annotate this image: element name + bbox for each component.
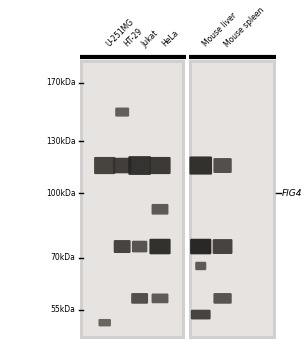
Text: 170kDa: 170kDa [46, 78, 76, 88]
FancyBboxPatch shape [114, 240, 131, 253]
FancyBboxPatch shape [151, 294, 168, 303]
FancyBboxPatch shape [189, 156, 212, 175]
FancyBboxPatch shape [113, 158, 131, 173]
FancyBboxPatch shape [115, 107, 129, 117]
Text: HT-29: HT-29 [122, 27, 144, 49]
FancyBboxPatch shape [151, 204, 168, 215]
FancyBboxPatch shape [213, 158, 232, 173]
FancyBboxPatch shape [131, 293, 148, 304]
FancyBboxPatch shape [149, 239, 171, 254]
Text: 55kDa: 55kDa [51, 305, 76, 314]
FancyBboxPatch shape [132, 241, 147, 252]
Text: 70kDa: 70kDa [51, 253, 76, 262]
FancyBboxPatch shape [99, 319, 111, 327]
FancyBboxPatch shape [128, 156, 151, 175]
Text: Jukat: Jukat [140, 29, 160, 49]
Text: Mouse liver: Mouse liver [201, 12, 238, 49]
FancyBboxPatch shape [191, 310, 211, 320]
FancyBboxPatch shape [149, 157, 171, 174]
FancyBboxPatch shape [213, 239, 233, 254]
FancyBboxPatch shape [213, 293, 232, 304]
Bar [80, 60, 185, 339]
Text: 100kDa: 100kDa [46, 189, 76, 197]
Text: U-251MG: U-251MG [105, 18, 136, 49]
Bar [83, 63, 182, 336]
FancyBboxPatch shape [190, 239, 211, 254]
Text: 130kDa: 130kDa [46, 137, 76, 146]
Text: FIG4: FIG4 [282, 189, 303, 197]
FancyBboxPatch shape [94, 157, 115, 174]
Text: Mouse spleen: Mouse spleen [222, 6, 266, 49]
Bar [189, 60, 276, 339]
FancyBboxPatch shape [195, 262, 206, 270]
Text: HeLa: HeLa [160, 29, 180, 49]
Bar [192, 63, 274, 336]
